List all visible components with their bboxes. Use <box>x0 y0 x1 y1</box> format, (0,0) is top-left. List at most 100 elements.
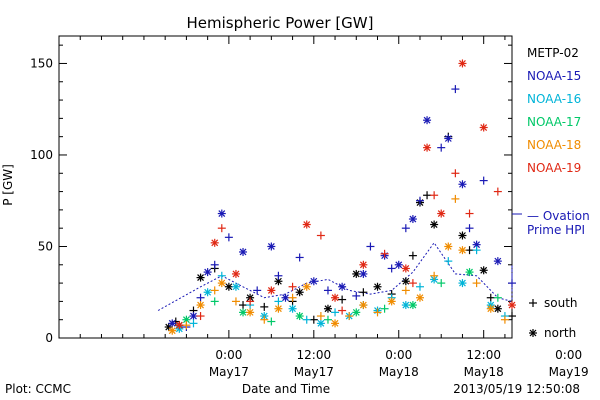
marker-legend: south north <box>529 296 578 340</box>
data-point <box>338 295 347 304</box>
x-tick-label-date: May19 <box>549 365 589 379</box>
x-tick-label-time: 0:00 <box>215 348 242 362</box>
data-point <box>323 315 332 324</box>
marker-legend-north <box>529 329 537 337</box>
data-point <box>168 319 177 328</box>
data-point <box>316 231 325 240</box>
legend: METP-02 NOAA-15 NOAA-16 NOAA-17 NOAA-18 NOAA-… <box>527 46 581 175</box>
data-point <box>451 85 460 94</box>
data-point <box>394 260 403 269</box>
data-point <box>408 251 417 260</box>
y-tick-label: 50 <box>38 239 53 253</box>
data-point <box>465 268 474 277</box>
x-tick-label-date: May18 <box>379 365 419 379</box>
x-tick-label-date: May18 <box>464 365 504 379</box>
marker-legend-south <box>529 299 537 307</box>
data-point <box>352 308 361 317</box>
data-point <box>508 279 516 288</box>
legend-entry: NOAA-19 <box>527 161 581 175</box>
data-point <box>423 191 432 200</box>
data-point <box>196 301 205 310</box>
data-point <box>415 282 424 291</box>
data-point <box>168 326 177 335</box>
data-point <box>444 242 453 251</box>
data-point <box>331 293 340 302</box>
data-point <box>458 246 467 255</box>
data-point <box>331 319 340 328</box>
data-point <box>493 257 502 266</box>
data-point <box>253 286 262 295</box>
data-point <box>458 231 467 240</box>
data-point <box>359 269 368 278</box>
data-point <box>274 304 283 313</box>
legend-entry: NOAA-15 <box>527 69 581 83</box>
x-tick-label-time: 0:00 <box>555 348 582 362</box>
data-point <box>331 308 340 317</box>
data-point <box>500 315 509 324</box>
data-point <box>373 308 382 317</box>
data-point <box>323 286 332 295</box>
data-point <box>408 215 417 224</box>
data-point <box>352 269 361 278</box>
data-point <box>338 306 347 315</box>
data-point <box>175 321 184 330</box>
data-point <box>458 180 467 189</box>
data-point <box>380 249 389 258</box>
data-point <box>338 282 347 291</box>
data-point <box>401 301 410 310</box>
data-point <box>171 317 180 326</box>
hpi-label-line1: — Ovation <box>527 209 590 223</box>
data-point <box>288 282 297 291</box>
data-point <box>224 233 233 242</box>
x-tick-label-date: May17 <box>294 365 334 379</box>
data-point <box>508 301 516 310</box>
data-point <box>437 279 446 288</box>
data-point <box>401 224 410 233</box>
data-point <box>239 247 248 256</box>
data-point <box>415 293 424 302</box>
data-point <box>423 116 432 125</box>
x-tick-label-time: 12:00 <box>466 348 501 362</box>
data-point <box>302 315 311 324</box>
data-point <box>458 279 467 288</box>
y-tick-label: 150 <box>30 56 53 70</box>
data-point <box>493 304 502 313</box>
data-point <box>451 194 460 203</box>
data-point <box>295 288 304 297</box>
data-point <box>274 297 283 306</box>
data-point <box>246 308 255 317</box>
data-point <box>231 297 240 306</box>
data-point <box>196 293 205 302</box>
data-point <box>274 271 283 280</box>
data-point <box>458 59 467 68</box>
legend-entry: NOAA-17 <box>527 115 581 129</box>
data-point <box>387 297 396 306</box>
data-point <box>302 220 311 229</box>
x-tick-label-time: 0:00 <box>385 348 412 362</box>
footer-plot-credit: Plot: CCMC <box>5 382 71 396</box>
data-point <box>267 317 276 326</box>
data-point <box>465 209 474 218</box>
plot-frame <box>58 35 513 339</box>
data-point <box>295 312 304 321</box>
data-point <box>472 279 481 288</box>
data-point <box>203 268 212 277</box>
data-point <box>430 271 439 280</box>
y-tick-label: 0 <box>45 331 53 345</box>
data-point <box>189 312 198 321</box>
data-point <box>352 291 361 300</box>
data-point <box>217 271 226 280</box>
data-point <box>486 293 495 302</box>
data-point <box>359 260 368 269</box>
data-point <box>366 242 375 251</box>
data-point <box>203 288 212 297</box>
data-point <box>437 209 446 218</box>
data-point <box>430 220 439 229</box>
legend-entry: NOAA-16 <box>527 92 581 106</box>
data-point <box>508 312 516 321</box>
data-point <box>182 321 191 330</box>
footer-timestamp: 2013/05/19 12:50:08 <box>453 382 580 396</box>
data-point <box>408 301 417 310</box>
hpi-label-line2: Prime HPI <box>527 223 585 237</box>
